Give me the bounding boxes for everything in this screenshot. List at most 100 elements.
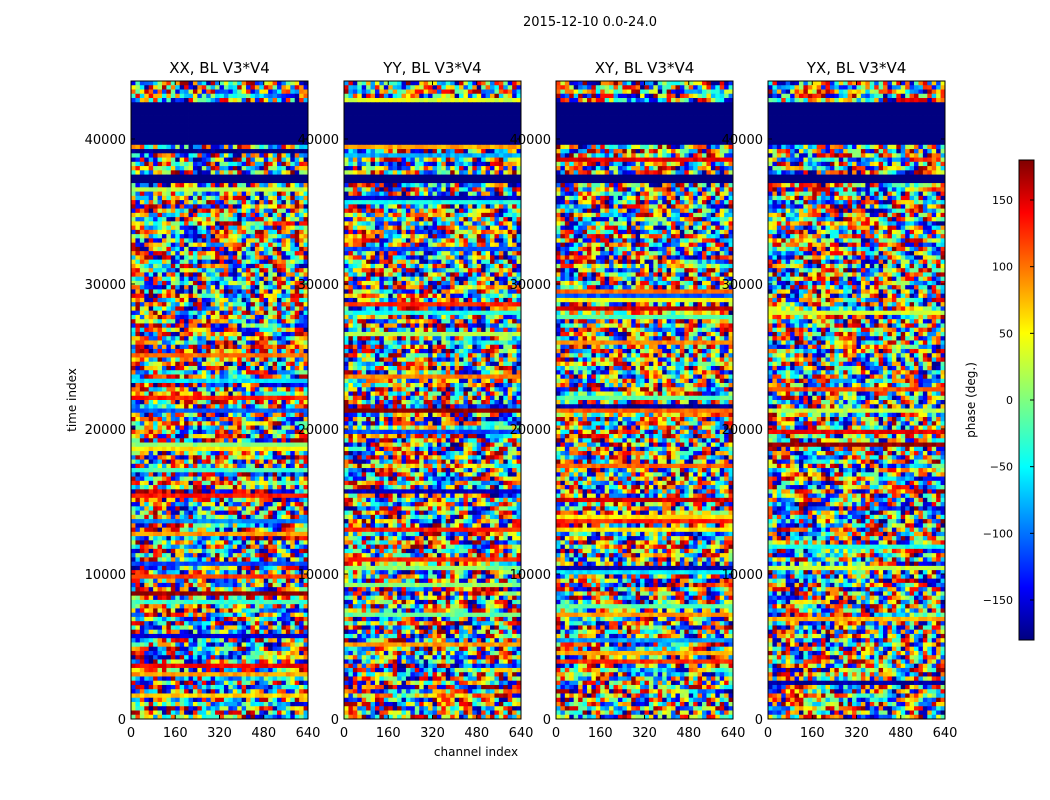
phase-cell — [224, 230, 229, 235]
phase-cell — [255, 124, 260, 129]
phase-cell — [135, 217, 140, 222]
phase-cell — [171, 251, 176, 256]
phase-cell — [166, 166, 171, 171]
phase-cell — [171, 90, 176, 95]
phase-cell — [140, 107, 145, 112]
phase-cell — [255, 85, 260, 90]
phase-cell — [237, 111, 242, 116]
phase-cell — [193, 128, 198, 133]
phase-cell — [281, 124, 286, 129]
phase-cell — [206, 85, 211, 90]
phase-cell — [237, 145, 242, 150]
phase-cell — [277, 230, 282, 235]
phase-cell — [250, 170, 255, 175]
phase-cell — [211, 217, 216, 222]
phase-cell — [264, 230, 269, 235]
phase-cell — [153, 145, 158, 150]
phase-cell — [233, 128, 238, 133]
phase-cell — [299, 187, 304, 192]
phase-cell — [171, 85, 176, 90]
phase-cell — [224, 81, 229, 86]
phase-cell — [259, 209, 264, 214]
phase-cell — [228, 204, 233, 209]
phase-cell — [180, 136, 185, 141]
phase-cell — [149, 158, 154, 163]
phase-cell — [211, 98, 216, 103]
phase-cell — [175, 136, 180, 141]
phase-cell — [149, 170, 154, 175]
phase-cell — [189, 128, 194, 133]
phase-cell — [242, 98, 247, 103]
phase-cell — [144, 192, 149, 197]
phase-cell — [242, 217, 247, 222]
phase-cell — [281, 162, 286, 167]
phase-cell — [215, 145, 220, 150]
phase-cell — [242, 119, 247, 124]
phase-cell — [193, 149, 198, 154]
phase-cell — [189, 251, 194, 256]
phase-cell — [220, 247, 225, 252]
phase-cell — [228, 179, 233, 184]
phase-cell — [259, 179, 264, 184]
phase-cell — [290, 115, 295, 120]
phase-cell — [149, 196, 154, 201]
phase-cell — [255, 149, 260, 154]
phase-cell — [250, 187, 255, 192]
phase-cell — [242, 226, 247, 231]
phase-cell — [144, 153, 149, 158]
phase-cell — [202, 128, 207, 133]
phase-cell — [193, 238, 198, 243]
phase-cell — [228, 162, 233, 167]
phase-cell — [153, 238, 158, 243]
phase-cell — [202, 107, 207, 112]
phase-cell — [180, 145, 185, 150]
phase-cell — [166, 192, 171, 197]
phase-cell — [290, 98, 295, 103]
phase-cell — [197, 226, 202, 231]
phase-cell — [189, 94, 194, 99]
phase-cell — [189, 111, 194, 116]
phase-cell — [277, 162, 282, 167]
phase-cell — [242, 238, 247, 243]
phase-cell — [158, 217, 163, 222]
phase-cell — [233, 217, 238, 222]
phase-cell — [153, 119, 158, 124]
phase-cell — [166, 183, 171, 188]
phase-cell — [162, 230, 167, 235]
phase-cell — [264, 209, 269, 214]
phase-cell — [250, 251, 255, 256]
phase-cell — [149, 115, 154, 120]
phase-cell — [193, 94, 198, 99]
phase-cell — [250, 124, 255, 129]
phase-cell — [220, 251, 225, 256]
phase-cell — [149, 204, 154, 209]
phase-cell — [197, 107, 202, 112]
phase-cell — [224, 166, 229, 171]
phase-cell — [144, 204, 149, 209]
phase-cell — [149, 119, 154, 124]
phase-cell — [268, 213, 273, 218]
phase-cell — [193, 115, 198, 120]
phase-cell — [158, 107, 163, 112]
phase-cell — [193, 85, 198, 90]
phase-cell — [264, 158, 269, 163]
phase-cell — [277, 115, 282, 120]
phase-cell — [211, 107, 216, 112]
phase-cell — [206, 153, 211, 158]
phase-cell — [228, 230, 233, 235]
phase-cell — [268, 251, 273, 256]
phase-cell — [166, 234, 171, 239]
phase-cell — [184, 213, 189, 218]
phase-cell — [215, 175, 220, 180]
phase-cell — [202, 187, 207, 192]
phase-cell — [193, 247, 198, 252]
phase-cell — [250, 234, 255, 239]
phase-cell — [158, 166, 163, 171]
phase-cell — [277, 183, 282, 188]
phase-cell — [189, 136, 194, 141]
phase-cell — [242, 196, 247, 201]
phase-cell — [268, 243, 273, 248]
phase-cell — [193, 111, 198, 116]
phase-cell — [175, 196, 180, 201]
phase-cell — [281, 98, 286, 103]
